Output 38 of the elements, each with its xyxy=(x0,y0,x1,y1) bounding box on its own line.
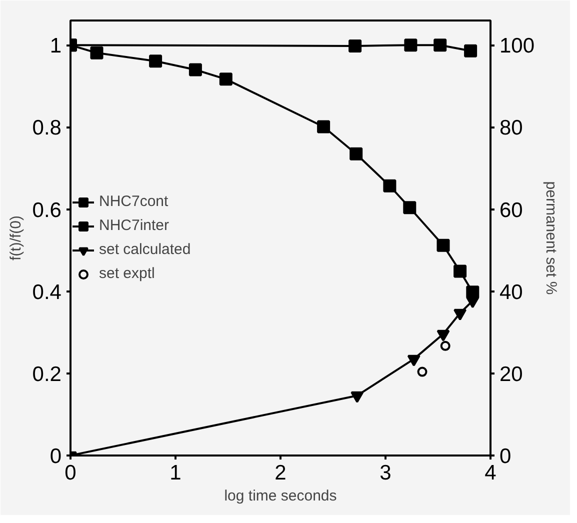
y-axis-title: f(t)/f(0) xyxy=(7,215,24,260)
y-tick-label: 1 xyxy=(50,34,62,58)
x-tick-label: 3 xyxy=(380,462,392,484)
point xyxy=(454,264,467,278)
legend-label: NHC7cont xyxy=(99,193,168,210)
point xyxy=(403,201,416,214)
y-tick-label: 0 xyxy=(50,445,62,468)
y2-tick-label: 100 xyxy=(500,34,535,58)
point xyxy=(404,38,418,52)
y-tick-label: 0.8 xyxy=(32,116,62,140)
y2-tick-label: 60 xyxy=(500,198,523,222)
point xyxy=(219,72,232,86)
x-tick-label: 2 xyxy=(274,462,286,484)
y2-tick-label: 0 xyxy=(500,445,512,468)
point xyxy=(317,120,330,134)
point xyxy=(434,38,447,52)
y2-tick-label: 80 xyxy=(500,116,523,140)
y-tick-label: 0.4 xyxy=(32,280,62,304)
point xyxy=(348,39,362,52)
y2-axis-title: permanent set % xyxy=(542,181,560,295)
point xyxy=(350,147,363,160)
point xyxy=(464,44,478,58)
x-tick-label: 0 xyxy=(64,462,76,484)
x-tick-label: 4 xyxy=(484,462,497,484)
legend-label: NHC7inter xyxy=(99,217,170,234)
point xyxy=(188,63,202,76)
point xyxy=(383,179,396,192)
point xyxy=(436,238,450,252)
y2-tick-label: 40 xyxy=(500,280,523,304)
legend-label: set exptl xyxy=(99,265,155,282)
x-axis-title: log time seconds xyxy=(224,488,337,504)
y-tick-label: 0.6 xyxy=(32,198,62,222)
legend-label: set calculated xyxy=(99,241,191,258)
point xyxy=(90,46,104,60)
y-tick-label: 0.2 xyxy=(32,362,62,386)
x-tick-label: 1 xyxy=(170,462,182,484)
y2-tick-label: 20 xyxy=(500,362,523,386)
point xyxy=(149,54,162,68)
